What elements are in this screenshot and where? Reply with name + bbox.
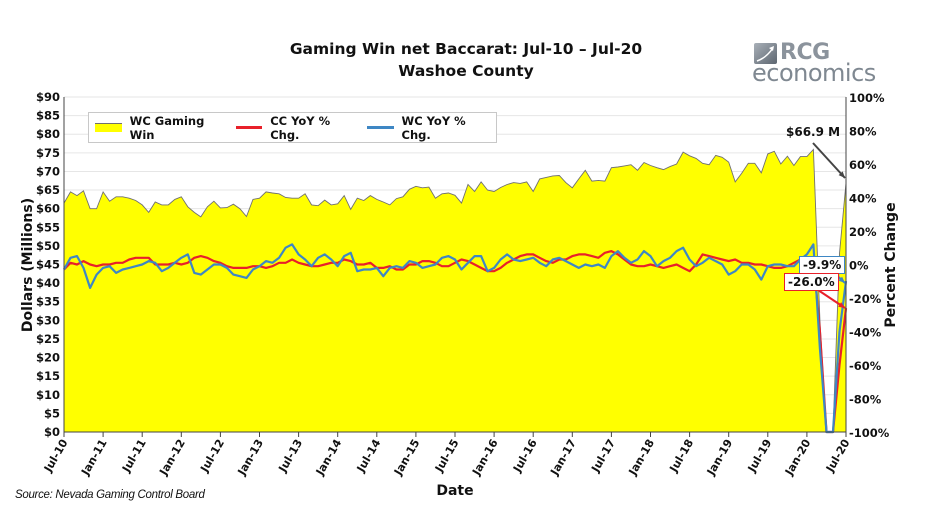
x-tick-label: Jan-14 (313, 437, 345, 479)
x-axis-title: Date (436, 483, 473, 499)
x-tick-label: Jul-11 (119, 437, 149, 475)
y-tick-label: $5 (44, 406, 60, 420)
x-tick-label: Jul-20 (823, 437, 853, 475)
legend: WC Gaming Win CC YoY % Chg. WC YoY % Chg… (88, 112, 497, 143)
y-tick-label: $25 (36, 332, 60, 346)
source-note: Source: Nevada Gaming Control Board (15, 489, 205, 501)
line-wc-gaming-win (63, 148, 847, 433)
y2-tick-label: 20% (849, 225, 877, 239)
y2-tick-label: 80% (849, 125, 877, 139)
y2-tick-label: -80% (849, 393, 882, 407)
y-tick-label: $35 (36, 295, 60, 309)
y-tick-label: $20 (36, 351, 60, 365)
y-axis-title: Dollars (Millions) (20, 198, 36, 332)
x-tick-label: Jan-11 (78, 437, 109, 478)
logo-text-rcg: RCG (780, 40, 830, 65)
line-wc-yoy (63, 243, 848, 434)
y-tick-label: $15 (36, 369, 60, 383)
y-tick-label: $65 (36, 183, 60, 197)
x-tick-label: Jul-17 (588, 437, 618, 475)
x-tick-label: Jul-16 (510, 437, 540, 475)
y-tick-label: $60 (36, 202, 60, 216)
y2-tick-label: -20% (849, 292, 882, 306)
area-wc-gaming-win (64, 149, 846, 432)
y-tick-label: $55 (36, 220, 60, 234)
line-cc-yoy (63, 250, 848, 434)
logo-text-economics: economics (752, 59, 876, 87)
legend-item-cc-yoy: CC YoY % Chg. (235, 113, 353, 142)
x-tick-label: Jan-20 (782, 437, 814, 479)
legend-item-wc-gaming-win: WC Gaming Win (95, 114, 222, 142)
annotation-wc-last: -9.9% (799, 256, 846, 274)
x-tick-label: Jan-12 (157, 437, 188, 478)
x-tick-label: Jul-12 (197, 437, 227, 475)
x-tick-label: Jul-18 (667, 437, 697, 475)
legend-swatch-area (95, 123, 122, 132)
y-tick-label: $30 (36, 313, 60, 327)
y2-tick-label: 40% (849, 192, 877, 206)
legend-item-wc-yoy: WC YoY % Chg. (366, 113, 488, 142)
y-tick-label: $75 (36, 146, 60, 160)
x-tick-label: Jan-18 (626, 437, 657, 478)
x-tick-label: Jul-10 (41, 437, 71, 475)
y-tick-label: $50 (36, 239, 60, 253)
y-tick-label: $10 (36, 388, 60, 402)
arrow-wc-last-head (838, 276, 845, 283)
x-tick-label: Jul-13 (276, 437, 306, 475)
arrow-win-last-head (838, 171, 845, 178)
y2-axis-title: Percent Change (883, 202, 899, 327)
y-tick-label: $45 (36, 258, 60, 272)
x-tick-label: Jan-19 (704, 437, 735, 478)
chart-subtitle: Washoe County (398, 62, 534, 80)
y2-tick-label: 0% (849, 259, 869, 273)
y-tick-label: $40 (36, 276, 60, 290)
y-tick-label: $70 (36, 164, 60, 178)
annotation-cc-last: -26.0% (784, 273, 839, 291)
y2-tick-label: 100% (849, 91, 885, 105)
y-tick-label: $0 (44, 425, 60, 439)
x-tick-label: Jan-16 (469, 437, 501, 479)
x-tick-label: Jan-15 (391, 437, 422, 478)
y2-tick-label: -60% (849, 359, 882, 373)
arrow-cc-last-head (838, 302, 845, 308)
x-tick-label: Jan-17 (548, 437, 579, 478)
legend-swatch-blue (366, 126, 394, 129)
y-tick-label: $90 (36, 90, 60, 104)
y-tick-label: $85 (36, 109, 60, 123)
legend-label: WC YoY % Chg. (401, 113, 466, 142)
y2-tick-label: -40% (849, 326, 882, 340)
arrow-win-last (812, 142, 846, 179)
legend-label: WC Gaming Win (129, 113, 205, 142)
y-tick-label: $80 (36, 127, 60, 141)
y2-tick-label: -100% (849, 426, 890, 440)
x-tick-label: Jan-13 (235, 437, 266, 478)
legend-label: CC YoY % Chg. (270, 113, 331, 142)
logo-mark-icon (754, 43, 777, 64)
chart-title: Gaming Win net Baccarat: Jul-10 – Jul-20 (289, 40, 643, 58)
x-tick-label: Jul-14 (354, 437, 384, 475)
annotation-win-last: $66.9 M (786, 125, 841, 139)
y2-tick-label: 60% (849, 158, 877, 172)
x-tick-label: Jul-19 (745, 437, 775, 475)
legend-swatch-red (235, 126, 263, 129)
rcg-economics-logo: RCG economics (752, 40, 882, 88)
x-tick-label: Jul-15 (432, 437, 462, 475)
